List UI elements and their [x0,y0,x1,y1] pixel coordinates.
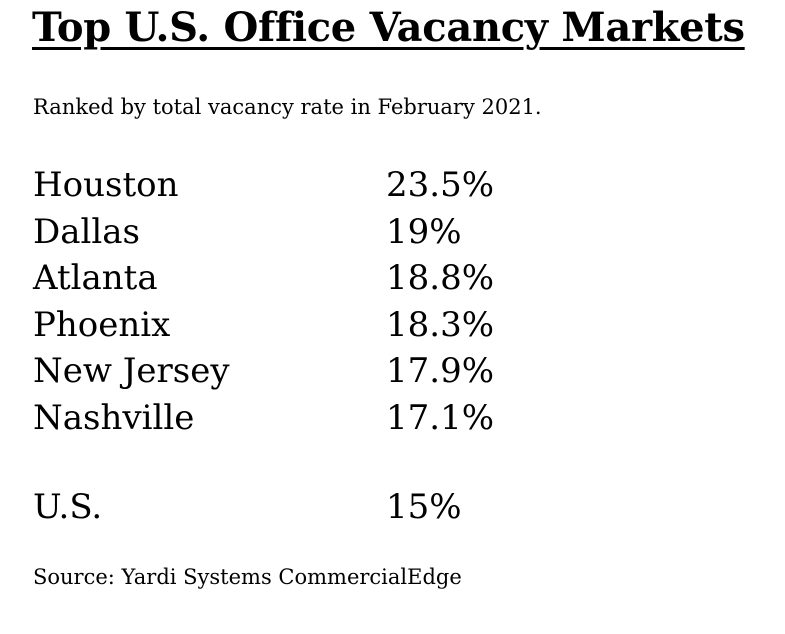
page-title: Top U.S. Office Vacancy Markets [32,4,745,51]
market-name: Nashville [33,397,195,438]
market-rate: 17.9% [386,351,495,392]
market-row-nashville: Nashville 17.1% [33,395,733,442]
market-row-phoenix: Phoenix 18.3% [33,302,733,349]
market-name: Houston [33,165,179,205]
market-rate: 19% [386,211,462,252]
market-row-dallas: Dallas 19% [33,209,733,256]
national-total-row: U.S. 15% [33,484,733,532]
market-name: Dallas [33,211,140,252]
market-list: Houston 23.5% Dallas 19% Atlanta 18.8% P… [33,162,733,442]
subtitle: Ranked by total vacancy rate in February… [33,95,542,119]
market-name: Phoenix [33,304,171,345]
market-rate: 17.1% [386,397,495,438]
source-note: Source: Yardi Systems CommercialEdge [33,565,462,589]
market-rate: 18.3% [386,304,495,345]
market-rate: 23.5% [386,165,495,205]
market-row-houston: Houston 23.5% [33,162,733,209]
national-name: U.S. [33,487,103,527]
market-row-new-jersey: New Jersey 17.9% [33,348,733,395]
market-name: Atlanta [33,258,158,299]
market-row-atlanta: Atlanta 18.8% [33,255,733,302]
market-name: New Jersey [33,351,230,392]
national-rate: 15% [386,487,462,527]
market-rate: 18.8% [386,258,495,299]
